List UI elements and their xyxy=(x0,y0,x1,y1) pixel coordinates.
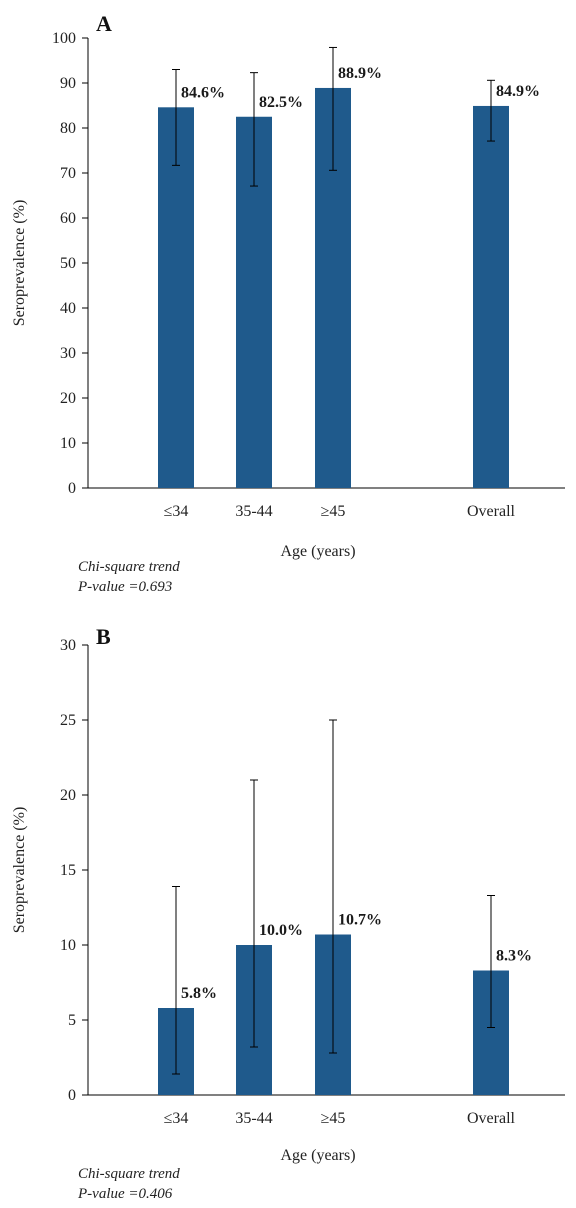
chart-a-note: Chi-square trend P-value =0.693 xyxy=(78,557,180,597)
chart-a-x-axis-title: Age (years) xyxy=(280,543,355,560)
chart-a-y-tick-label: 90 xyxy=(60,75,76,92)
chart-a-category-label: ≤34 xyxy=(164,503,189,520)
chart-a-y-tick-label: 0 xyxy=(68,480,76,497)
chart-a-bar xyxy=(158,107,194,489)
chart-b-y-tick-label: 5 xyxy=(68,1012,76,1029)
chart-panel-a: A 0 10 20 30 40 50 60 70 80 90 100 Seroprevalence (%… xyxy=(11,11,565,597)
chart-a-y-tick-label: 10 xyxy=(60,435,76,452)
chart-a-data-label: 88.9% xyxy=(338,65,382,82)
chart-a-bar xyxy=(473,105,509,488)
chart-b-category-label: ≥45 xyxy=(321,1110,346,1127)
chart-a-category-label: ≥45 xyxy=(321,503,346,520)
chart-b-y-tick-label: 15 xyxy=(60,862,76,879)
chart-a-category-label: Overall xyxy=(467,503,516,520)
chart-a-note-line1: Chi-square trend xyxy=(78,559,180,575)
chart-a-y-tick-label: 50 xyxy=(60,255,76,272)
chart-a-data-label: 84.9% xyxy=(496,83,540,100)
chart-b-data-label: 10.7% xyxy=(338,912,382,929)
chart-a-y-tick-label: 70 xyxy=(60,165,76,182)
chart-a-panel-letter: A xyxy=(96,11,112,36)
chart-b-note-line2: P-value =0.406 xyxy=(78,1186,173,1202)
chart-b-y-axis-title: Seroprevalence (%) xyxy=(11,807,28,934)
chart-a-y-tick-label: 100 xyxy=(52,30,76,47)
chart-a-y-axis-title: Seroprevalence (%) xyxy=(11,200,28,327)
chart-a-category-label: 35-44 xyxy=(235,503,272,520)
chart-b-category-label: 35-44 xyxy=(235,1110,272,1127)
chart-b-y-tick-label: 0 xyxy=(68,1087,76,1104)
chart-panel-b: B 0 5 10 15 20 25 30 Seroprevalence (%) 5.8% ≤34 10… xyxy=(0,612,576,1208)
chart-a-note-line2: P-value =0.693 xyxy=(78,579,173,595)
chart-b-svg: B 0 5 10 15 20 25 30 Seroprevalence (%) 5.8% ≤34 10… xyxy=(11,624,565,1164)
chart-b-y-tick-label: 20 xyxy=(60,787,76,804)
chart-b-y-tick-label: 30 xyxy=(60,637,76,654)
chart-b-y-tick-label: 25 xyxy=(60,712,76,729)
chart-b-panel-letter: B xyxy=(96,624,111,649)
chart-b-category-label: ≤34 xyxy=(164,1110,189,1127)
chart-a-svg: A 0 10 20 30 40 50 60 70 80 90 100 Seroprevalence (%… xyxy=(11,11,565,560)
chart-a-y-tick-label: 40 xyxy=(60,300,76,317)
chart-b-note: Chi-square trend P-value =0.406 xyxy=(78,1164,180,1204)
chart-b-data-label: 5.8% xyxy=(181,985,217,1002)
chart-b-y-tick-label: 10 xyxy=(60,937,76,954)
chart-b-note-line1: Chi-square trend xyxy=(78,1166,180,1182)
chart-b-data-label: 10.0% xyxy=(259,922,303,939)
chart-b-category-label: Overall xyxy=(467,1110,516,1127)
chart-a-y-tick-label: 60 xyxy=(60,210,76,227)
chart-a-y-tick-label: 80 xyxy=(60,120,76,137)
chart-b-data-label: 8.3% xyxy=(496,948,532,965)
chart-a-y-tick-label: 30 xyxy=(60,345,76,362)
chart-b-x-axis-title: Age (years) xyxy=(280,1147,355,1164)
chart-a-data-label: 82.5% xyxy=(259,94,303,111)
chart-a-y-tick-label: 20 xyxy=(60,390,76,407)
chart-a-data-label: 84.6% xyxy=(181,84,225,101)
